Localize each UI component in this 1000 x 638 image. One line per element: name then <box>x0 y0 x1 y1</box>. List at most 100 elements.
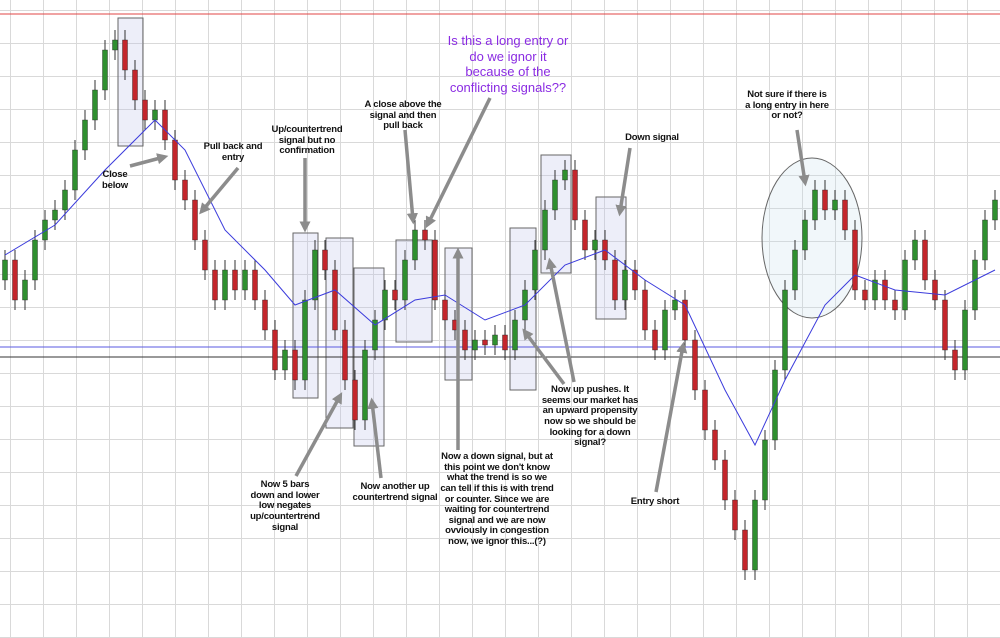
candle-body <box>62 189 68 211</box>
candle-body <box>562 169 568 181</box>
candle-body <box>842 199 848 231</box>
candle-body <box>82 119 88 151</box>
candle-body <box>642 289 648 331</box>
candle-body <box>822 189 828 211</box>
candle-body <box>402 259 408 301</box>
candle-body <box>132 69 138 101</box>
candle-body <box>352 379 358 421</box>
candle-body <box>852 229 858 291</box>
candle-body <box>262 299 268 331</box>
candle-body <box>882 279 888 301</box>
candle-body <box>812 189 818 221</box>
candle-body <box>512 319 518 351</box>
candle-body <box>172 139 178 181</box>
candle-body <box>192 199 198 241</box>
candle-body <box>972 259 978 311</box>
candle-body <box>112 39 118 51</box>
candle-body <box>672 299 678 311</box>
candle-body <box>932 279 938 301</box>
arrow <box>129 153 169 168</box>
candle-body <box>622 269 628 301</box>
annotation: Now another up countertrend signal <box>352 481 438 503</box>
candle-body <box>252 269 258 301</box>
candle-body <box>782 289 788 371</box>
candle-body <box>902 259 908 311</box>
candle-body <box>22 279 28 301</box>
candle-body <box>502 334 508 351</box>
candle-body <box>322 249 328 271</box>
annotation: Entry short <box>630 496 680 507</box>
candle-body <box>52 209 58 221</box>
candle-body <box>432 239 438 301</box>
arrow <box>654 341 688 493</box>
annotation: Pull back and entry <box>203 141 263 163</box>
candle-body <box>682 299 688 341</box>
candle-body <box>282 349 288 371</box>
annotation: Not sure if there is a long entry in her… <box>745 89 829 122</box>
candle-body <box>552 179 558 211</box>
annotation: Now up pushes. It seems our market has a… <box>541 384 639 449</box>
candle-body <box>362 349 368 421</box>
candle-body <box>532 249 538 291</box>
candle-body <box>752 499 758 571</box>
candle-body <box>382 289 388 321</box>
candle-body <box>942 299 948 351</box>
candle-body <box>302 299 308 381</box>
candle-body <box>12 259 18 301</box>
highlight-box <box>595 196 627 320</box>
candle-body <box>862 289 868 301</box>
annotation: Now a down signal, but at this point we … <box>440 451 554 547</box>
candle-body <box>102 49 108 91</box>
candle-body <box>332 269 338 331</box>
candle-body <box>342 329 348 381</box>
candle-body <box>392 289 398 301</box>
candle-body <box>202 239 208 271</box>
candle-body <box>542 209 548 251</box>
candle-body <box>472 339 478 351</box>
candle-body <box>412 229 418 261</box>
candle-body <box>2 259 8 281</box>
arrow <box>403 129 418 225</box>
arrow <box>294 392 343 477</box>
annotation: A close above the signal and then pull b… <box>364 99 442 132</box>
candle-body <box>702 389 708 431</box>
series <box>0 13 1000 580</box>
candle-body <box>742 529 748 571</box>
candle-body <box>982 219 988 261</box>
candle-body <box>142 99 148 121</box>
annotation: Down signal <box>625 132 679 143</box>
highlight-box <box>395 239 433 343</box>
candle-body <box>162 109 168 141</box>
candle-body <box>992 199 998 221</box>
candle-body <box>662 309 668 351</box>
candle-body <box>152 109 158 121</box>
candle-body <box>952 349 958 371</box>
arrow <box>425 97 492 229</box>
candle-body <box>372 319 378 351</box>
candle-body <box>632 269 638 291</box>
highlight-box <box>325 237 354 429</box>
candle-body <box>572 169 578 221</box>
annotation: Close below <box>102 169 128 191</box>
candle-body <box>242 269 248 291</box>
arrows <box>129 97 810 493</box>
candle-body <box>232 269 238 291</box>
highlight-ellipse <box>761 157 863 319</box>
arrow <box>199 166 240 215</box>
candle-body <box>222 269 228 301</box>
candle-body <box>462 329 468 351</box>
arrow <box>522 328 566 386</box>
candle-body <box>692 339 698 391</box>
arrow <box>615 147 632 217</box>
candle-body <box>492 334 498 346</box>
candle-body <box>442 299 448 321</box>
arrow <box>545 257 576 383</box>
candle-body <box>182 179 188 201</box>
candle-body <box>772 369 778 441</box>
annotation: Up/countertrend signal but no confirmati… <box>271 124 343 157</box>
candle-body <box>482 339 488 346</box>
candle-body <box>72 149 78 191</box>
candle-body <box>292 349 298 381</box>
candle-body <box>92 89 98 121</box>
